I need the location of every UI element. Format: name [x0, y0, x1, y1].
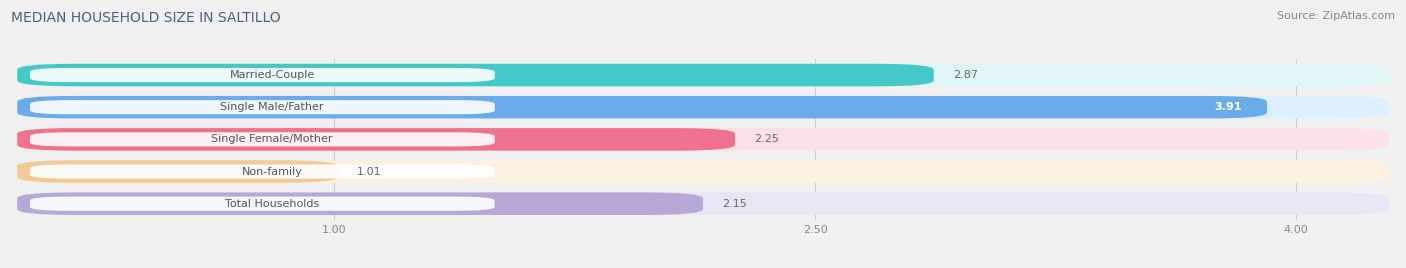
Text: 3.91: 3.91: [1213, 102, 1241, 112]
Text: Single Female/Mother: Single Female/Mother: [211, 134, 333, 144]
FancyBboxPatch shape: [30, 68, 495, 82]
FancyBboxPatch shape: [17, 64, 1389, 86]
FancyBboxPatch shape: [17, 128, 1389, 151]
Text: Single Male/Father: Single Male/Father: [221, 102, 323, 112]
Text: Total Households: Total Households: [225, 199, 319, 209]
FancyBboxPatch shape: [30, 100, 495, 114]
FancyBboxPatch shape: [17, 192, 1389, 215]
Text: Non-family: Non-family: [242, 166, 302, 177]
FancyBboxPatch shape: [17, 192, 703, 215]
Text: Married-Couple: Married-Couple: [229, 70, 315, 80]
FancyBboxPatch shape: [17, 64, 934, 86]
Text: 1.01: 1.01: [357, 166, 381, 177]
Text: Source: ZipAtlas.com: Source: ZipAtlas.com: [1277, 11, 1395, 21]
Text: 2.87: 2.87: [953, 70, 979, 80]
FancyBboxPatch shape: [17, 96, 1389, 118]
Text: MEDIAN HOUSEHOLD SIZE IN SALTILLO: MEDIAN HOUSEHOLD SIZE IN SALTILLO: [11, 11, 281, 25]
FancyBboxPatch shape: [17, 96, 1267, 118]
Text: 2.15: 2.15: [723, 199, 747, 209]
FancyBboxPatch shape: [30, 132, 495, 146]
FancyBboxPatch shape: [17, 160, 1389, 183]
FancyBboxPatch shape: [17, 160, 337, 183]
FancyBboxPatch shape: [30, 165, 495, 178]
Text: 2.25: 2.25: [754, 134, 779, 144]
FancyBboxPatch shape: [30, 197, 495, 211]
FancyBboxPatch shape: [17, 128, 735, 151]
